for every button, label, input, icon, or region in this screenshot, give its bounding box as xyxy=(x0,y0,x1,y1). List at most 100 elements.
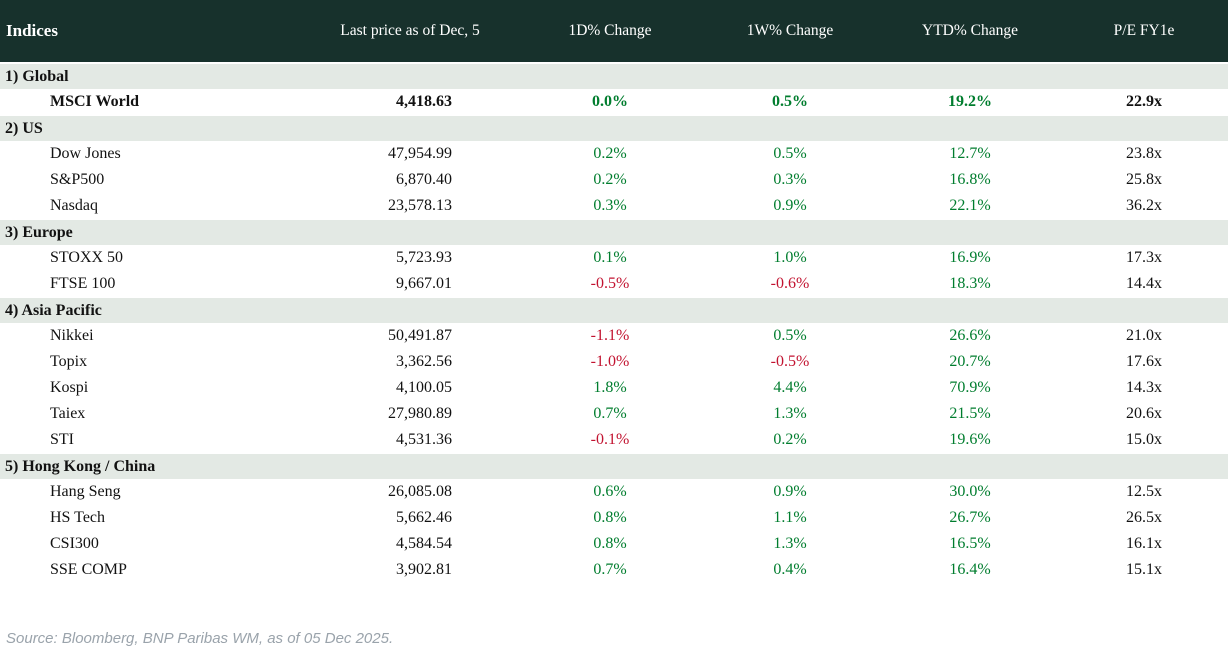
index-row: SSE COMP 3,902.81 0.7% 0.4% 16.4% 15.1x xyxy=(0,557,1228,583)
pe-fy1e-cell: 15.1x xyxy=(1060,557,1228,583)
section-row: 4) Asia Pacific xyxy=(0,296,1228,323)
ytd-change-cell: 22.1% xyxy=(880,193,1060,219)
last-price-cell: 3,362.56 xyxy=(300,349,520,375)
index-name-cell: CSI300 xyxy=(0,531,300,557)
index-row: FTSE 100 9,667.01 -0.5% -0.6% 18.3% 14.4x xyxy=(0,271,1228,297)
ytd-change-cell: 16.4% xyxy=(880,557,1060,583)
index-name-cell: Nikkei xyxy=(0,323,300,349)
index-name-cell: STI xyxy=(0,427,300,453)
pe-fy1e-cell: 20.6x xyxy=(1060,401,1228,427)
ytd-change-cell: 12.7% xyxy=(880,141,1060,167)
section-row: 1) Global xyxy=(0,62,1228,89)
pe-fy1e-cell: 15.0x xyxy=(1060,427,1228,453)
1d-change-cell: 0.2% xyxy=(520,167,700,193)
1d-change-cell: 0.8% xyxy=(520,505,700,531)
pe-fy1e-cell: 26.5x xyxy=(1060,505,1228,531)
index-name-cell: Nasdaq xyxy=(0,193,300,219)
1d-change-cell: -0.1% xyxy=(520,427,700,453)
1d-change-cell: -1.0% xyxy=(520,349,700,375)
last-price-cell: 27,980.89 xyxy=(300,401,520,427)
index-row: MSCI World 4,418.63 0.0% 0.5% 19.2% 22.9x xyxy=(0,89,1228,115)
1w-change-cell: 4.4% xyxy=(700,375,880,401)
index-name-cell: Hang Seng xyxy=(0,479,300,505)
section-row: 5) Hong Kong / China xyxy=(0,452,1228,479)
ytd-change-cell: 19.6% xyxy=(880,427,1060,453)
1d-change-cell: 0.3% xyxy=(520,193,700,219)
pe-fy1e-cell: 17.6x xyxy=(1060,349,1228,375)
index-row: HS Tech 5,662.46 0.8% 1.1% 26.7% 26.5x xyxy=(0,505,1228,531)
section-label: 1) Global xyxy=(0,62,1228,89)
ytd-change-cell: 16.9% xyxy=(880,245,1060,271)
last-price-cell: 5,723.93 xyxy=(300,245,520,271)
last-price-cell: 9,667.01 xyxy=(300,271,520,297)
1w-change-cell: 0.5% xyxy=(700,323,880,349)
pe-fy1e-cell: 23.8x xyxy=(1060,141,1228,167)
ytd-change-cell: 26.7% xyxy=(880,505,1060,531)
ytd-change-cell: 20.7% xyxy=(880,349,1060,375)
last-price-cell: 4,531.36 xyxy=(300,427,520,453)
index-name-cell: Kospi xyxy=(0,375,300,401)
ytd-change-cell: 26.6% xyxy=(880,323,1060,349)
column-header-1d-change: 1D% Change xyxy=(520,0,700,63)
indices-table: Indices Last price as of Dec, 5 1D% Chan… xyxy=(0,0,1228,583)
section-label: 3) Europe xyxy=(0,218,1228,245)
1w-change-cell: 0.9% xyxy=(700,479,880,505)
ytd-change-cell: 16.8% xyxy=(880,167,1060,193)
section-label: 5) Hong Kong / China xyxy=(0,452,1228,479)
index-row: CSI300 4,584.54 0.8% 1.3% 16.5% 16.1x xyxy=(0,531,1228,557)
pe-fy1e-cell: 36.2x xyxy=(1060,193,1228,219)
index-name-cell: Taiex xyxy=(0,401,300,427)
section-label: 4) Asia Pacific xyxy=(0,296,1228,323)
1d-change-cell: 0.7% xyxy=(520,557,700,583)
table-body: 1) Global MSCI World 4,418.63 0.0% 0.5% 19.2%… xyxy=(0,62,1228,583)
last-price-cell: 47,954.99 xyxy=(300,141,520,167)
pe-fy1e-cell: 25.8x xyxy=(1060,167,1228,193)
index-row: Topix 3,362.56 -1.0% -0.5% 20.7% 17.6x xyxy=(0,349,1228,375)
1w-change-cell: 0.2% xyxy=(700,427,880,453)
1d-change-cell: 1.8% xyxy=(520,375,700,401)
1w-change-cell: 1.0% xyxy=(700,245,880,271)
pe-fy1e-cell: 17.3x xyxy=(1060,245,1228,271)
index-row: Nasdaq 23,578.13 0.3% 0.9% 22.1% 36.2x xyxy=(0,193,1228,219)
index-name-cell: S&P500 xyxy=(0,167,300,193)
1d-change-cell: -0.5% xyxy=(520,271,700,297)
index-name-cell: MSCI World xyxy=(0,89,300,115)
index-row: Nikkei 50,491.87 -1.1% 0.5% 26.6% 21.0x xyxy=(0,323,1228,349)
1d-change-cell: 0.2% xyxy=(520,141,700,167)
index-name-cell: Dow Jones xyxy=(0,141,300,167)
last-price-cell: 4,418.63 xyxy=(300,89,520,115)
ytd-change-cell: 21.5% xyxy=(880,401,1060,427)
index-row: Dow Jones 47,954.99 0.2% 0.5% 12.7% 23.8x xyxy=(0,141,1228,167)
1d-change-cell: 0.8% xyxy=(520,531,700,557)
1d-change-cell: 0.0% xyxy=(520,89,700,115)
ytd-change-cell: 30.0% xyxy=(880,479,1060,505)
pe-fy1e-cell: 16.1x xyxy=(1060,531,1228,557)
1w-change-cell: -0.6% xyxy=(700,271,880,297)
last-price-cell: 4,100.05 xyxy=(300,375,520,401)
ytd-change-cell: 19.2% xyxy=(880,89,1060,115)
last-price-cell: 5,662.46 xyxy=(300,505,520,531)
last-price-cell: 26,085.08 xyxy=(300,479,520,505)
pe-fy1e-cell: 14.4x xyxy=(1060,271,1228,297)
ytd-change-cell: 16.5% xyxy=(880,531,1060,557)
section-label: 2) US xyxy=(0,114,1228,141)
index-name-cell: STOXX 50 xyxy=(0,245,300,271)
section-row: 2) US xyxy=(0,114,1228,141)
index-row: STOXX 50 5,723.93 0.1% 1.0% 16.9% 17.3x xyxy=(0,245,1228,271)
column-header-ytd-change: YTD% Change xyxy=(880,0,1060,63)
1w-change-cell: 1.3% xyxy=(700,531,880,557)
index-name-cell: FTSE 100 xyxy=(0,271,300,297)
table-header: Indices Last price as of Dec, 5 1D% Chan… xyxy=(0,0,1228,63)
1w-change-cell: 0.4% xyxy=(700,557,880,583)
last-price-cell: 23,578.13 xyxy=(300,193,520,219)
ytd-change-cell: 18.3% xyxy=(880,271,1060,297)
1d-change-cell: 0.6% xyxy=(520,479,700,505)
last-price-cell: 6,870.40 xyxy=(300,167,520,193)
last-price-cell: 3,902.81 xyxy=(300,557,520,583)
last-price-cell: 50,491.87 xyxy=(300,323,520,349)
column-header-1w-change: 1W% Change xyxy=(700,0,880,63)
ytd-change-cell: 70.9% xyxy=(880,375,1060,401)
1d-change-cell: -1.1% xyxy=(520,323,700,349)
1w-change-cell: 0.5% xyxy=(700,89,880,115)
column-header-indices: Indices xyxy=(0,0,300,63)
